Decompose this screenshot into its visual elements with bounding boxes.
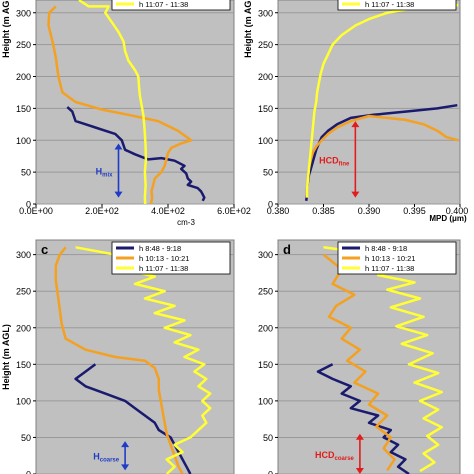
- plot-area: [35, 239, 235, 474]
- annotation-label-main: HCD: [319, 155, 339, 165]
- x-tick-label: 2.0E+02: [85, 206, 119, 216]
- series-line-h-8-48-9-18: [316, 363, 410, 474]
- y-tick-label: 100: [16, 396, 31, 406]
- legend: h 8:48 - 9:18h 10:13 - 10:21h 11:07 - 11…: [111, 241, 231, 275]
- annotation-label: HCDfine: [319, 155, 350, 167]
- chart-panel-4: 0 50 100 150 200 250 300 HCDcoarse d h 8:48 - 9:1…: [258, 239, 461, 474]
- series-line-h-8-48-9-18: [74, 363, 192, 474]
- y-tick-label: 300: [258, 250, 273, 260]
- annotation-arrow: HCDfine: [319, 121, 360, 198]
- y-tick-label: 200: [258, 323, 273, 333]
- annotation-label-sub: fine: [339, 161, 350, 167]
- y-axis-label: Height (m AGL): [243, 0, 253, 58]
- series-line-h-11-07-11-38: [78, 0, 148, 204]
- annotation-label-sub: coarse: [100, 458, 120, 464]
- series-line-h-11-07-11-38: [305, 3, 459, 198]
- series-line-h-8-48-9-18: [66, 106, 206, 202]
- series-line-h-10-13-10-21: [54, 246, 184, 474]
- chart-panel-1: 0 50 100 150 200 250 300 0.0E+00 2.0E+02 4.0E+02 6…: [1, 0, 251, 227]
- y-tick-label: 300: [258, 8, 273, 18]
- y-tick-label: 200: [16, 72, 31, 82]
- y-tick-label: 150: [16, 360, 31, 370]
- y-tick-label: 300: [16, 250, 31, 260]
- x-axis-label: MPD (μm): [429, 214, 467, 223]
- annotation-arrow: Hcoarse: [93, 441, 130, 471]
- arrow-head-up: [114, 143, 123, 150]
- legend-label: h 10:13 - 10:21: [365, 254, 415, 263]
- y-tick-label: 0: [268, 200, 273, 210]
- y-tick-label: 250: [16, 287, 31, 297]
- series-line-h-10-13-10-21: [47, 5, 193, 204]
- legend-label: h 8:48 - 9:18: [365, 244, 407, 253]
- legend-label: h 11:07 - 11:38: [365, 0, 414, 9]
- plot-area: [277, 0, 461, 205]
- legend-label: h 10:13 - 10:21: [139, 254, 189, 263]
- annotation-label-main: HCD: [315, 450, 335, 460]
- arrow-head-down: [114, 191, 123, 198]
- arrow-head-up: [351, 121, 360, 128]
- annotation-label-sub: coarse: [335, 456, 355, 462]
- x-tick-label: 6.0E+02: [217, 206, 251, 216]
- legend-box: [111, 0, 231, 11]
- x-tick-label: 0.395: [403, 206, 426, 216]
- legend-label: h 11:07 - 11:38: [139, 264, 188, 273]
- y-tick-label: 200: [258, 72, 273, 82]
- panel-letter: c: [41, 242, 48, 257]
- series-line-h-11-07-11-38: [75, 246, 212, 474]
- y-tick-label: 300: [16, 8, 31, 18]
- chart-panel-3: 050100150200250300Height (m AGL)Hcoarsec…: [1, 239, 235, 474]
- panel-letter: d: [283, 242, 291, 257]
- x-tick-label: 0.390: [358, 206, 381, 216]
- y-tick-label: 50: [263, 433, 273, 443]
- y-tick-label: 250: [16, 40, 31, 50]
- legend-label: h 11:07 - 11:38: [365, 264, 414, 273]
- y-tick-label: 100: [16, 136, 31, 146]
- x-axis-label: cm-3: [177, 218, 195, 227]
- y-tick-label: 150: [258, 360, 273, 370]
- x-tick-label: 0.0E+00: [19, 206, 53, 216]
- arrow-head-down: [355, 468, 364, 474]
- legend-box: [337, 0, 457, 11]
- y-tick-label: 250: [258, 287, 273, 297]
- y-axis-label: Height (m AGL): [1, 324, 11, 390]
- y-tick-label: 100: [258, 136, 273, 146]
- annotation-label-main: H: [96, 167, 103, 177]
- annotation-arrow: Hmix: [96, 143, 123, 198]
- legend-label: h 8:48 - 9:18: [139, 244, 181, 253]
- y-tick-label: 50: [263, 168, 273, 178]
- chart-panel-2: 0 50 100 150 200 250 300 0.380 0.385 0.390 0.395 0.…: [243, 0, 468, 223]
- annotation-label-main: H: [93, 452, 100, 462]
- series-line-h-10-13-10-21: [322, 253, 396, 471]
- arrow-head-down: [121, 464, 130, 471]
- x-tick-label: 0.380: [267, 206, 290, 216]
- arrow-head-down: [351, 191, 360, 198]
- y-tick-label: 0: [26, 470, 31, 474]
- plot-area: [35, 0, 235, 205]
- arrow-head-up: [355, 433, 364, 440]
- annotation-label-sub: mix: [102, 173, 113, 179]
- y-tick-label: 50: [21, 433, 31, 443]
- y-tick-label: 0: [26, 200, 31, 210]
- legend: h 11:07 - 11:38: [337, 0, 457, 11]
- legend-label: h 11:07 - 11:38: [139, 0, 188, 9]
- y-tick-label: 250: [258, 40, 273, 50]
- y-tick-label: 100: [258, 396, 273, 406]
- annotation-label: HCDcoarse: [315, 450, 355, 462]
- arrow-head-up: [121, 441, 130, 448]
- y-tick-label: 150: [16, 104, 31, 114]
- legend: h 8:48 - 9:18h 10:13 - 10:21h 11:07 - 11…: [337, 241, 457, 275]
- annotation-arrow: HCDcoarse: [315, 433, 364, 474]
- x-tick-label: 0.385: [312, 206, 335, 216]
- annotation-label: Hmix: [96, 167, 114, 179]
- y-tick-label: 150: [258, 104, 273, 114]
- x-tick-label: 4.0E+02: [151, 206, 185, 216]
- y-tick-label: 0: [268, 470, 273, 474]
- y-tick-label: 200: [16, 323, 31, 333]
- y-axis-label: Height (m AGL): [1, 0, 11, 58]
- legend: h 11:07 - 11:38: [111, 0, 231, 11]
- y-tick-label: 50: [21, 168, 31, 178]
- x-tick-label: 0.400: [446, 206, 469, 216]
- annotation-label: Hcoarse: [93, 452, 120, 464]
